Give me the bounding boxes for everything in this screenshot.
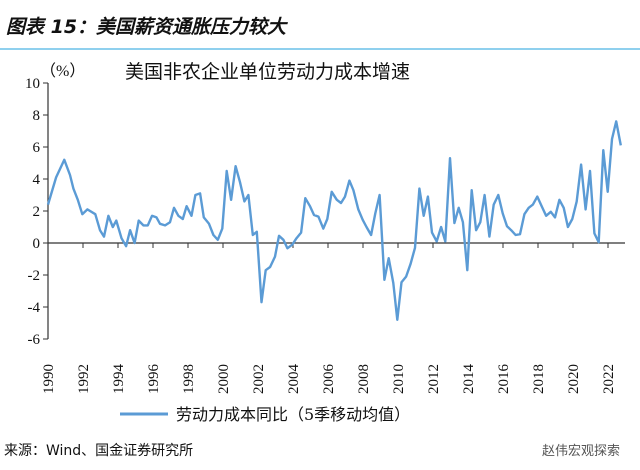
watermark: 赵伟宏观探索 xyxy=(541,444,620,459)
x-tick-label: 2008 xyxy=(356,364,372,394)
x-tick-label: 2014 xyxy=(461,364,477,395)
x-tick-label: 2006 xyxy=(321,364,337,395)
x-tick-label: 2010 xyxy=(391,364,407,394)
x-tick-label: 1992 xyxy=(76,364,92,394)
y-tick-label: 8 xyxy=(33,108,41,124)
legend-label: 劳动力成本同比（5季移动均值） xyxy=(176,405,410,424)
y-axis-unit: （%） xyxy=(40,62,85,80)
y-tick-label: 0 xyxy=(33,236,41,252)
x-tick-label: 2002 xyxy=(251,364,267,394)
x-tick-label: 2016 xyxy=(496,364,512,395)
source-note: 来源：Wind、国金证券研究所 xyxy=(4,443,194,459)
x-tick-label: 1998 xyxy=(181,364,197,394)
y-tick-label: 10 xyxy=(25,76,40,92)
chart-title: 美国非农企业单位劳动力成本增速 xyxy=(125,61,410,83)
y-tick-label: -2 xyxy=(28,268,41,284)
y-tick-label: -4 xyxy=(28,300,41,316)
y-tick-label: 4 xyxy=(33,172,41,188)
x-tick-label: 2000 xyxy=(216,364,232,394)
x-tick-label: 2020 xyxy=(566,364,582,394)
x-tick-label: 2012 xyxy=(426,364,442,394)
x-tick-label: 2004 xyxy=(286,364,302,395)
y-tick-label: 6 xyxy=(33,140,41,156)
x-tick-label: 1996 xyxy=(146,364,162,395)
y-tick-label: 2 xyxy=(33,204,41,220)
y-tick-label: -6 xyxy=(28,332,41,348)
x-tick-label: 1990 xyxy=(41,364,57,394)
x-tick-label: 2018 xyxy=(531,364,547,394)
x-tick-label: 1994 xyxy=(111,364,127,395)
series-line xyxy=(46,120,622,321)
figure-title: 图表 15：美国薪资通胀压力较大 xyxy=(6,16,287,38)
x-tick-label: 2022 xyxy=(601,364,617,394)
title-divider xyxy=(0,48,640,50)
